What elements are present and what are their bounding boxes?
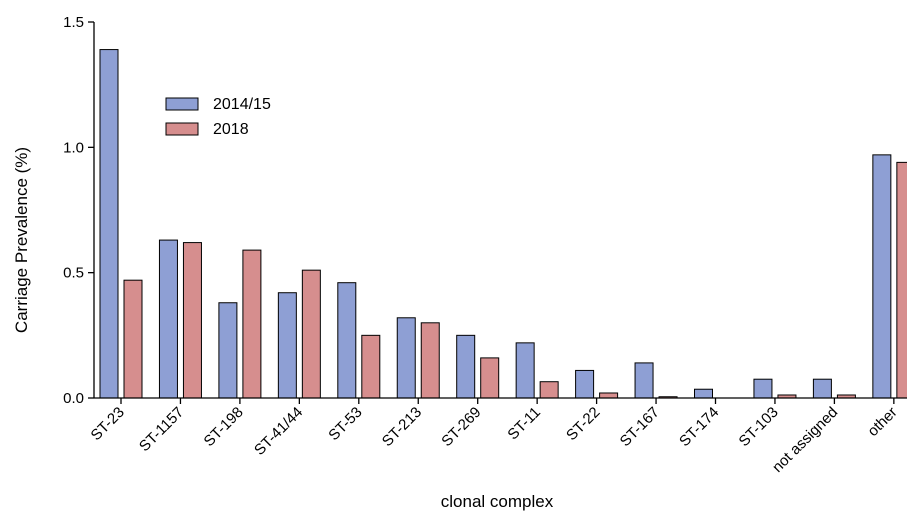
- bar-series1: [277, 292, 297, 399]
- bar-series1: [872, 154, 892, 399]
- x-tick-label: ST-23: [88, 404, 128, 444]
- x-tick-label: ST-22: [563, 404, 603, 444]
- bar-series1: [456, 334, 476, 399]
- bar-series1: [575, 369, 595, 399]
- bar-series2: [361, 334, 381, 399]
- bar-series1: [396, 317, 416, 399]
- bar-series1: [694, 388, 713, 399]
- bar-series2: [242, 249, 262, 399]
- x-tick-label: ST-103: [736, 404, 782, 450]
- y-axis: 0.0 0.5 1.0 1.5: [63, 14, 95, 407]
- bar-series2: [420, 322, 440, 399]
- x-tick-label: other: [864, 404, 900, 440]
- x-tick-label: ST-1157: [136, 404, 187, 455]
- bar-series1: [158, 239, 178, 399]
- bar-series1: [218, 302, 238, 399]
- x-tick-label: ST-174: [676, 404, 722, 450]
- bar-series1: [99, 49, 119, 399]
- bar-series1: [634, 362, 654, 399]
- x-axis: ST-23 ST-1157 ST-198 ST-41/44 ST-53 ST-213 ST-…: [88, 397, 907, 476]
- bar-series1: [812, 378, 832, 399]
- bar-series2: [896, 161, 907, 399]
- legend-swatch: [165, 97, 199, 111]
- legend: 2014/15 2018: [165, 96, 271, 138]
- legend-label: 2018: [213, 121, 249, 138]
- y-axis-title: Carriage Prevalence (%): [12, 147, 31, 333]
- y-tick-label: 0.5: [63, 265, 84, 282]
- bar-series1: [337, 282, 357, 399]
- x-tick-label: ST-167: [617, 404, 663, 450]
- y-tick-label: 1.0: [63, 139, 84, 156]
- x-tick-label: ST-41/44: [251, 404, 306, 459]
- bar-series2: [301, 269, 321, 399]
- bar-series1: [515, 342, 535, 399]
- legend-swatch: [165, 122, 199, 136]
- bar-series2: [480, 357, 500, 399]
- y-tick-label: 0.0: [63, 390, 84, 407]
- x-tick-label: ST-269: [438, 404, 484, 450]
- bar-series2: [539, 381, 559, 399]
- x-tick-label: ST-213: [379, 404, 425, 450]
- x-tick-label: ST-53: [325, 404, 365, 444]
- bar-series2: [599, 392, 619, 399]
- bar-series1: [753, 378, 773, 399]
- y-tick-label: 1.5: [63, 14, 84, 31]
- x-tick-label: ST-198: [201, 404, 247, 450]
- x-axis-title: clonal complex: [441, 492, 554, 511]
- bar-series2: [123, 279, 143, 399]
- legend-label: 2014/15: [213, 96, 271, 113]
- bar-series2: [182, 242, 202, 399]
- x-tick-label: ST-11: [504, 404, 544, 444]
